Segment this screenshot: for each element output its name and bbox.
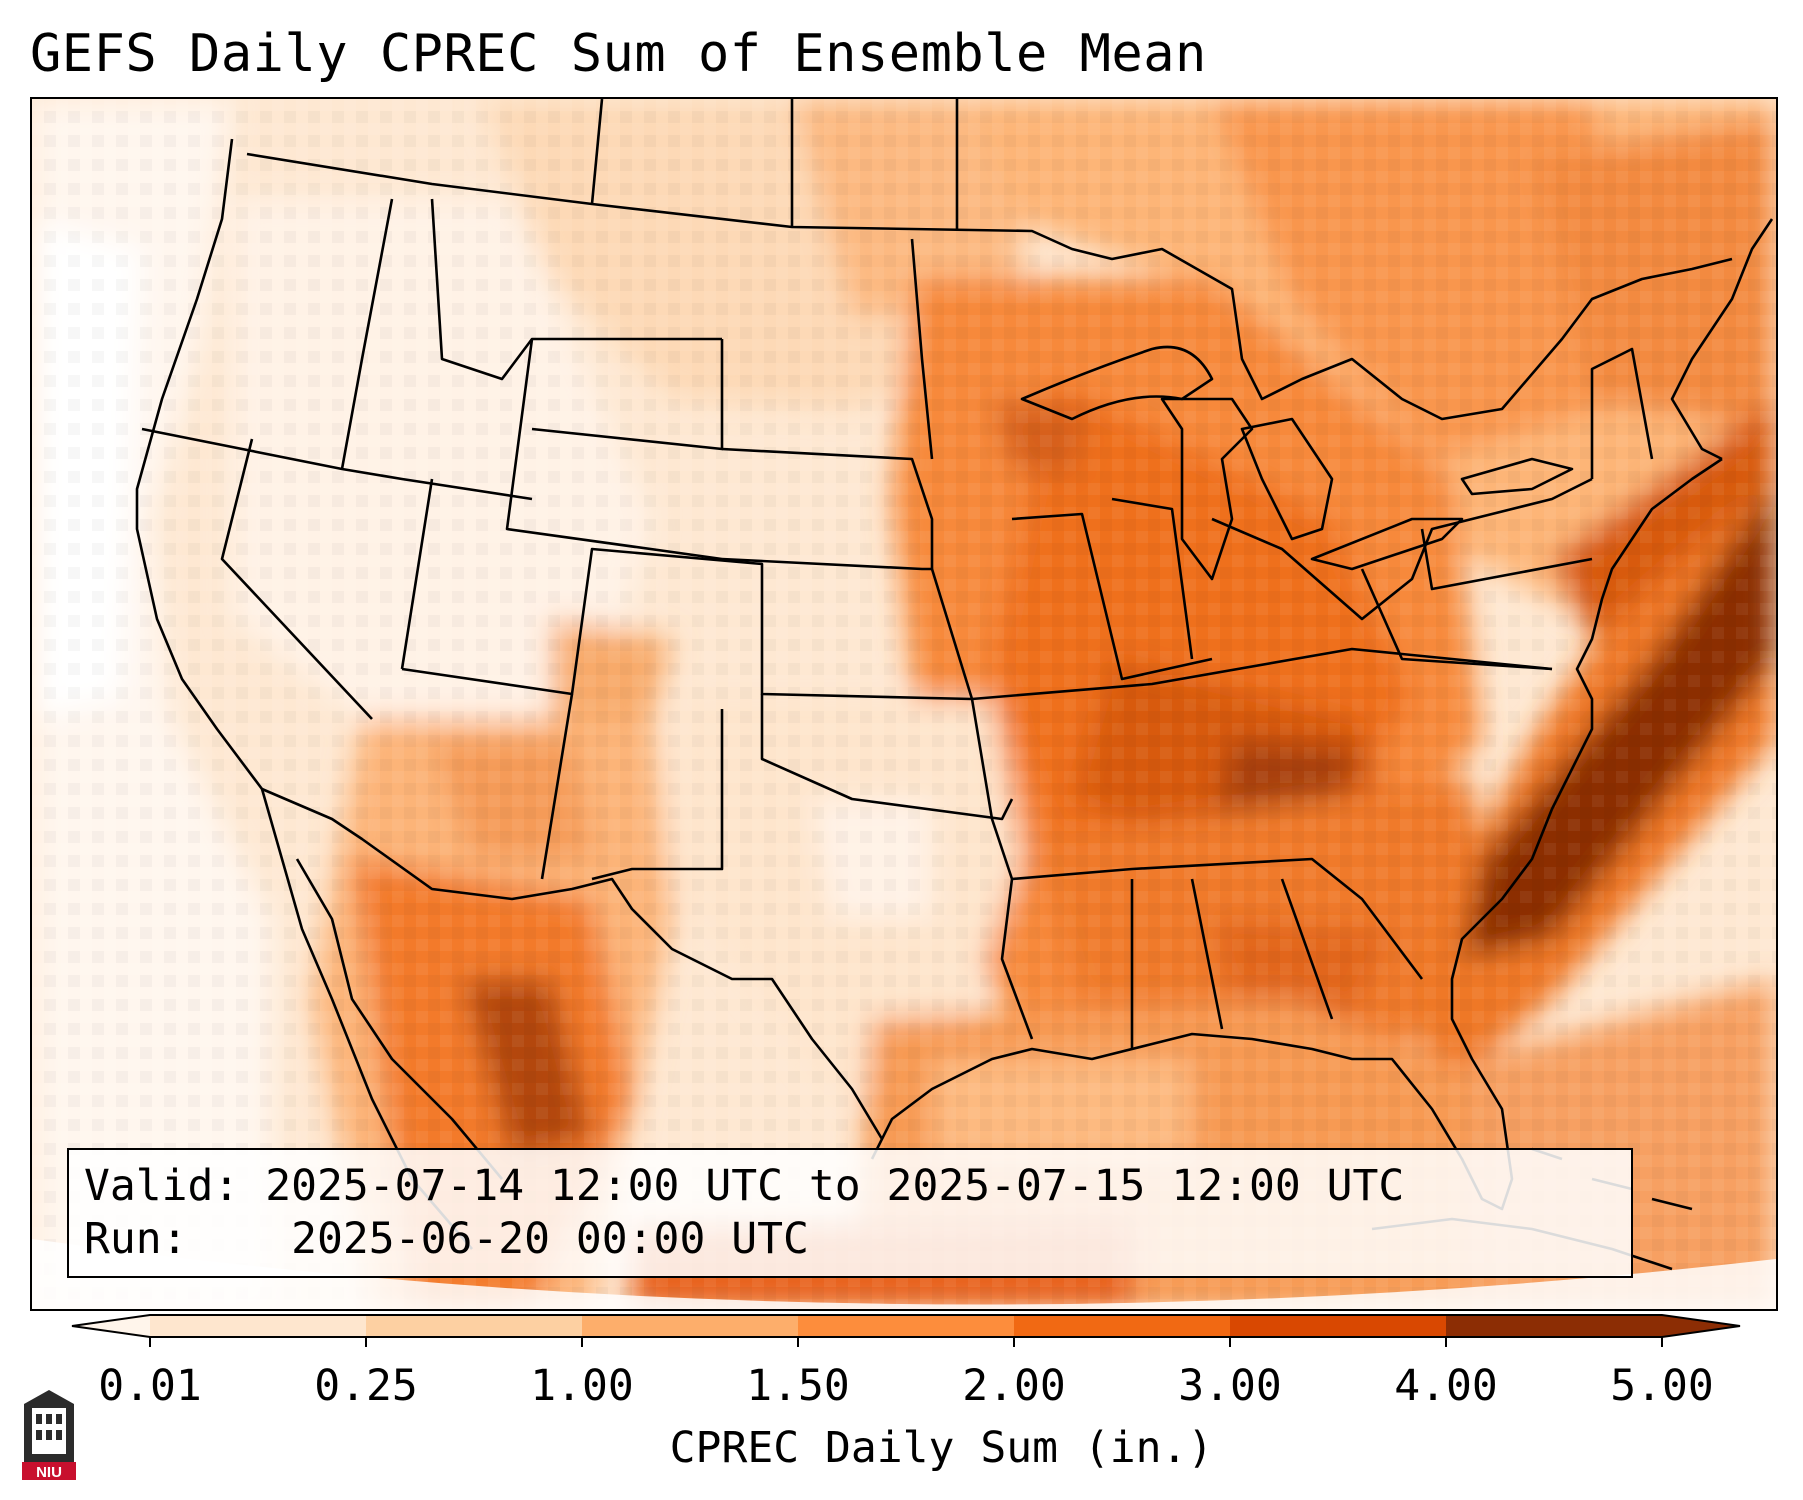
colorbar-segment — [366, 1315, 583, 1337]
colorbar — [71, 1314, 1741, 1347]
colorbar-segment — [582, 1315, 799, 1337]
valid-label: Valid: — [84, 1161, 240, 1211]
colorbar-extend-high — [1662, 1315, 1740, 1337]
colorbar-tick-label: 1.50 — [746, 1361, 850, 1411]
run-row: Run: 2025-06-20 00:00 UTC — [84, 1213, 1616, 1266]
run-label: Run: — [84, 1214, 188, 1264]
map-borders — [135, 99, 1774, 1271]
map-canvas — [32, 99, 1776, 1309]
colorbar-extend-low — [72, 1315, 150, 1337]
colorbar-ticks — [149, 1337, 1663, 1347]
map-title: GEFS Daily CPREC Sum of Ensemble Mean — [30, 24, 1207, 84]
precip-field — [32, 99, 1776, 1309]
niu-logo-icon: NIU — [22, 1390, 76, 1480]
colorbar-segment — [1446, 1315, 1663, 1337]
colorbar-tick-label: 1.00 — [530, 1361, 634, 1411]
run-value: 2025-06-20 00:00 UTC — [291, 1214, 809, 1264]
valid-value: 2025-07-14 12:00 UTC to 2025-07-15 12:00… — [265, 1161, 1405, 1211]
colorbar-tick-label: 3.00 — [1178, 1361, 1282, 1411]
valid-row: Valid: 2025-07-14 12:00 UTC to 2025-07-1… — [84, 1160, 1616, 1213]
colorbar-segments — [71, 1314, 1741, 1338]
colorbar-tick-label: 0.01 — [98, 1361, 202, 1411]
precipitation-map — [30, 97, 1778, 1311]
niu-logo-text: NIU — [36, 1464, 62, 1480]
colorbar-tick-label: 4.00 — [1394, 1361, 1498, 1411]
colorbar-tick-label: 0.25 — [314, 1361, 418, 1411]
colorbar-segment — [1014, 1315, 1231, 1337]
colorbar-tick-label: 5.00 — [1610, 1361, 1714, 1411]
colorbar-segment — [1230, 1315, 1447, 1337]
colorbar-label: CPREC Daily Sum (in.) — [669, 1423, 1214, 1473]
forecast-info-box: Valid: 2025-07-14 12:00 UTC to 2025-07-1… — [67, 1148, 1633, 1278]
colorbar-segment — [150, 1315, 367, 1337]
colorbar-tick-label: 2.00 — [962, 1361, 1066, 1411]
colorbar-segment — [798, 1315, 1015, 1337]
